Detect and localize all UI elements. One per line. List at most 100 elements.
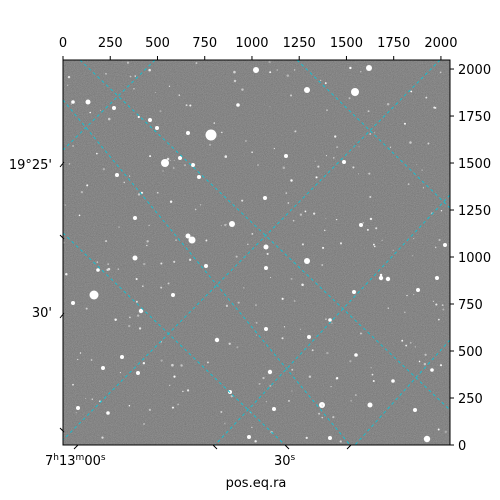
faint-star <box>325 217 327 219</box>
faint-star <box>371 373 374 376</box>
star <box>423 435 431 443</box>
faint-star <box>185 104 188 107</box>
faint-star <box>409 141 412 144</box>
right-tick-label: 1750 <box>458 110 491 125</box>
faint-star <box>268 60 271 64</box>
faint-star <box>160 262 163 265</box>
faint-star <box>159 110 162 113</box>
star <box>328 318 332 322</box>
faint-star <box>96 261 99 263</box>
star <box>191 163 195 167</box>
faint-star <box>266 252 269 256</box>
faint-star <box>166 157 170 161</box>
faint-star <box>160 286 163 289</box>
faint-star <box>146 240 149 243</box>
faint-star <box>321 264 324 266</box>
faint-star <box>411 254 414 257</box>
star <box>76 406 80 410</box>
faint-star <box>444 430 447 434</box>
faint-star <box>405 344 408 347</box>
star <box>96 268 100 272</box>
faint-star <box>409 341 412 344</box>
faint-star <box>357 173 360 175</box>
faint-star <box>180 364 183 367</box>
dec-axis: 19°25' 30' <box>9 158 65 433</box>
faint-star <box>299 328 301 330</box>
faint-star <box>169 200 173 204</box>
faint-star <box>418 360 421 363</box>
faint-star <box>225 304 229 308</box>
faint-star <box>171 363 174 367</box>
faint-star <box>437 428 440 431</box>
faint-star <box>220 410 223 413</box>
faint-star <box>273 147 275 150</box>
faint-star <box>117 268 120 270</box>
faint-star <box>332 157 335 159</box>
star <box>71 100 75 104</box>
faint-star <box>236 346 239 349</box>
faint-star <box>160 359 163 362</box>
faint-star <box>106 268 109 272</box>
faint-star <box>269 276 272 279</box>
faint-star <box>360 71 362 73</box>
faint-star <box>269 71 272 74</box>
faint-star <box>235 255 238 258</box>
faint-star <box>324 82 327 85</box>
faint-star <box>199 204 202 206</box>
faint-star <box>142 285 144 287</box>
faint-star <box>339 440 342 443</box>
faint-star <box>404 311 406 314</box>
faint-star <box>91 398 93 400</box>
faint-star <box>285 192 288 194</box>
faint-star <box>123 181 126 184</box>
star <box>264 327 268 331</box>
faint-star <box>294 130 297 133</box>
faint-star <box>255 334 257 336</box>
faint-star <box>146 244 148 247</box>
faint-star <box>326 351 329 355</box>
star <box>253 67 259 73</box>
faint-star <box>220 131 223 134</box>
faint-star <box>269 106 271 108</box>
star <box>236 103 240 107</box>
star <box>328 436 332 440</box>
dec-tick-label: 30' <box>32 306 52 321</box>
faint-star <box>291 368 294 371</box>
star <box>378 275 384 281</box>
faint-star <box>251 151 253 153</box>
faint-star <box>350 399 353 402</box>
faint-star <box>68 163 71 165</box>
star <box>171 293 175 297</box>
faint-star <box>335 219 338 221</box>
faint-star <box>304 210 307 213</box>
faint-star <box>282 166 286 169</box>
faint-star <box>251 232 254 235</box>
faint-star <box>438 238 441 242</box>
faint-star <box>224 223 227 227</box>
faint-star <box>257 163 260 166</box>
faint-star <box>262 376 265 380</box>
grid-line <box>63 99 351 445</box>
faint-star <box>258 382 261 386</box>
faint-star <box>322 246 325 249</box>
faint-star <box>301 283 304 287</box>
faint-star <box>95 152 98 155</box>
faint-star <box>149 155 152 158</box>
faint-star <box>434 246 437 249</box>
faint-star <box>369 217 373 221</box>
top-tick-label: 500 <box>145 36 170 51</box>
faint-star <box>80 190 84 194</box>
right-tick-label: 1500 <box>458 157 491 172</box>
faint-star <box>326 109 328 112</box>
top-tick-label: 2000 <box>424 36 457 51</box>
faint-star <box>89 111 91 114</box>
faint-star <box>407 183 410 186</box>
faint-star <box>381 239 383 241</box>
faint-star <box>311 349 314 352</box>
faint-star <box>107 117 111 121</box>
top-tick-label: 1250 <box>283 36 316 51</box>
faint-star <box>355 394 357 396</box>
sky-noise <box>63 60 450 445</box>
top-tick-label: 1750 <box>377 36 410 51</box>
faint-star <box>414 346 416 348</box>
